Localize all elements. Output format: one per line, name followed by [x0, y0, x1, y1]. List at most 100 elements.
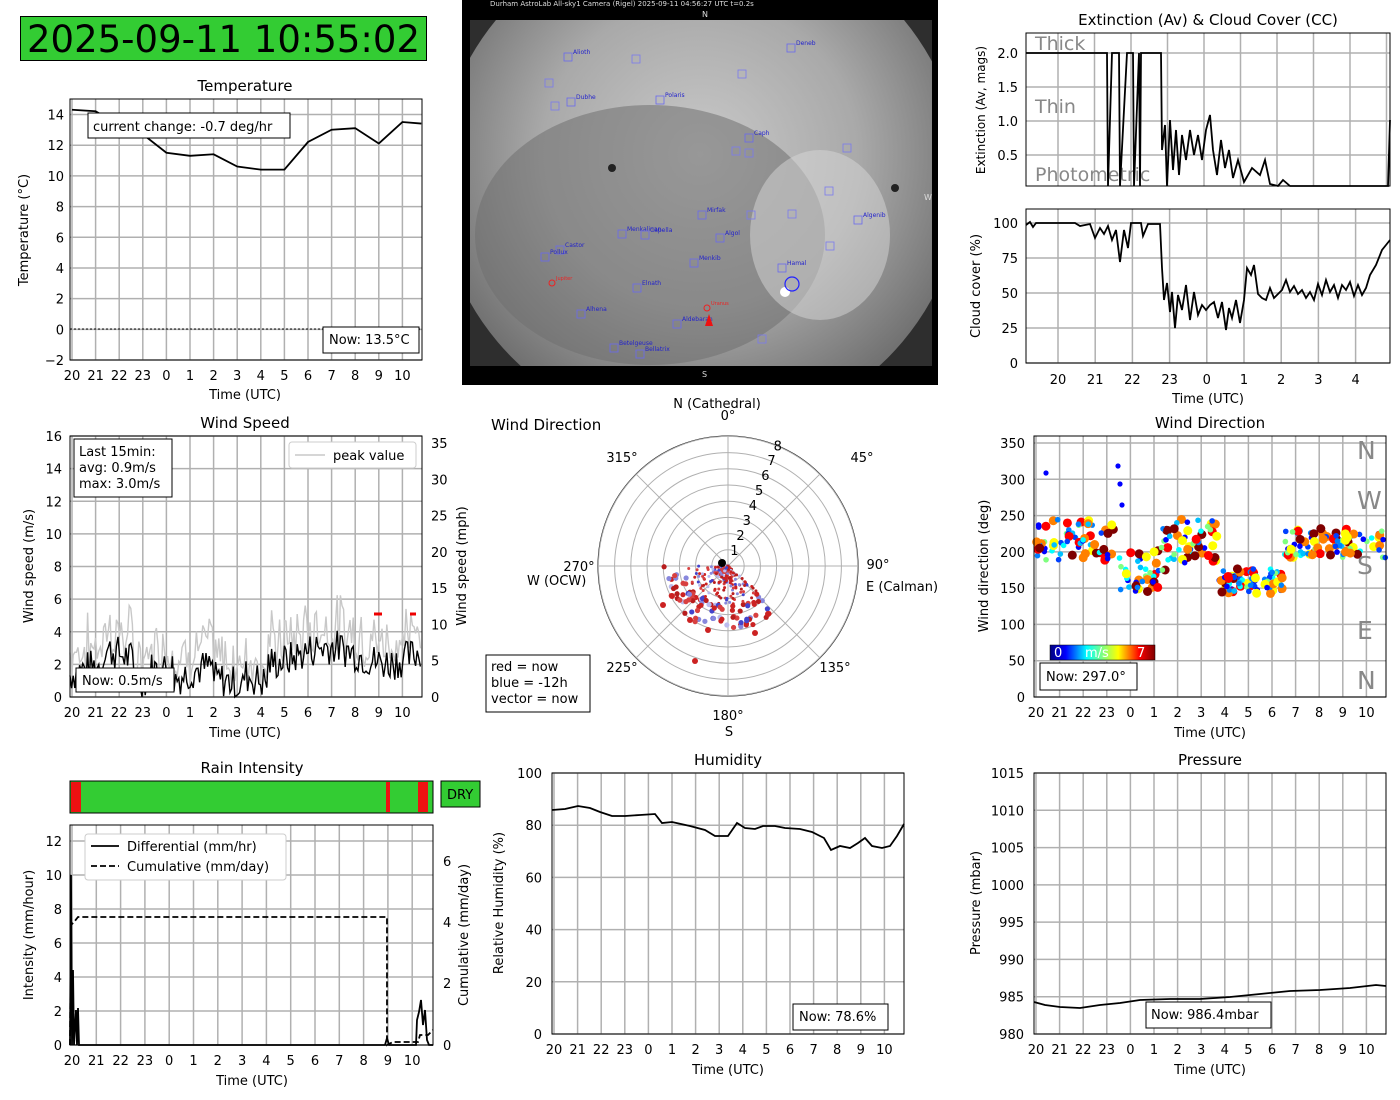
- rain-event-marker: [71, 782, 81, 812]
- polar-point: [680, 592, 686, 598]
- star-marker: [853, 215, 863, 225]
- clock-display: 2025-09-11 10:55:02: [20, 16, 427, 61]
- polar-point: [699, 586, 703, 590]
- polar-point: [710, 615, 717, 622]
- wind-speed-summary-line: max: 3.0m/s: [79, 477, 161, 492]
- polar-point: [753, 612, 759, 618]
- x-tick-label: 2: [209, 369, 217, 384]
- humidity-y-ticks: 100 80 60 40 20 0: [517, 767, 542, 1043]
- polar-point: [698, 583, 702, 587]
- wind-direction-point: [1176, 546, 1182, 553]
- y-tick-label: 0: [56, 323, 64, 338]
- wind-direction-point: [1217, 587, 1227, 597]
- y-tick-label: 0: [54, 691, 62, 706]
- x-tick-label: 6: [311, 1054, 319, 1069]
- wind-direction-point: [1104, 551, 1111, 558]
- wind-direction-point: [1080, 549, 1090, 559]
- extinction-ylabel: Extinction (Av, mags): [974, 46, 988, 174]
- wind-direction-point: [1134, 549, 1144, 559]
- wind-direction-point: [1203, 551, 1213, 561]
- polar-point: [666, 575, 672, 582]
- compass-label: N: [1357, 666, 1376, 695]
- polar-ring-label: 2: [736, 529, 744, 544]
- star-label: Alioth: [573, 49, 590, 56]
- star-label: Algenib: [863, 212, 886, 219]
- x-tick-label: 3: [1197, 1043, 1205, 1058]
- x-tick-label: 3: [233, 706, 241, 721]
- polar-point: [728, 600, 732, 604]
- wind-speed-series-line: [69, 630, 422, 699]
- wind-direction-point: [1149, 547, 1159, 557]
- humidity-ylabel: Relative Humidity (%): [492, 832, 507, 974]
- wind-speed-summary-line: avg: 0.9m/s: [79, 461, 156, 476]
- polar-point: [724, 622, 730, 628]
- x-tick-label: 10: [404, 1054, 421, 1069]
- y-tick-label: 2.0: [997, 47, 1018, 62]
- cloud-ylabel: Cloud cover (%): [969, 234, 984, 338]
- wind-direction-point: [1035, 522, 1042, 528]
- wind-direction-point: [1194, 542, 1204, 552]
- pressure-series-line: [1033, 984, 1387, 1009]
- star-marker: [697, 210, 707, 220]
- polar-point: [707, 574, 711, 578]
- polar-point: [737, 608, 743, 614]
- wind-direction-point: [1247, 582, 1254, 589]
- wind-direction-point: [1340, 529, 1350, 539]
- x-tick-label: 3: [1314, 373, 1322, 388]
- wind-direction-point: [1153, 582, 1163, 592]
- humidity-x-ticks: 20 21 22 23 0 1 2 3 4 5 6 7 8 9 10: [546, 1043, 893, 1058]
- polar-ring-label: 8: [774, 439, 782, 454]
- x-tick-label: 8: [351, 369, 359, 384]
- wind-direction-point: [1134, 584, 1141, 591]
- wind-direction-point: [1075, 521, 1082, 527]
- star-marker: [540, 252, 550, 262]
- y-tick-label: 6: [56, 231, 64, 246]
- polar-point: [725, 566, 729, 570]
- star-marker: [737, 69, 747, 79]
- y-tick-label: 12: [45, 495, 62, 510]
- y-tick-label: 4: [54, 626, 62, 641]
- wind-speed-legend: [288, 441, 417, 469]
- wind-direction-point: [1183, 544, 1193, 554]
- polar-point: [696, 580, 700, 584]
- polar-point: [683, 575, 689, 581]
- polar-point: [741, 593, 745, 597]
- star-label: Alhena: [586, 306, 607, 313]
- camera-north: N: [702, 10, 708, 19]
- wind-polar-west: W (OCW): [527, 574, 586, 589]
- wind-direction-point: [1064, 531, 1074, 541]
- polar-angle-label: 45°: [850, 451, 873, 466]
- rain-legend-label: Differential (mm/hr): [127, 840, 257, 855]
- wind-direction-point: [1184, 519, 1191, 525]
- star-label: Algol: [725, 230, 740, 237]
- wind-polar-vector: [718, 559, 726, 567]
- wind-direction-point: [1368, 535, 1375, 541]
- x-tick-label: 6: [1268, 706, 1276, 721]
- planet-label: Jupiter: [555, 276, 573, 282]
- x-tick-label: 9: [384, 1054, 392, 1069]
- wind-direction-point: [1055, 556, 1062, 563]
- temperature-now-label: Now: 13.5°C: [329, 333, 410, 348]
- wind-polar-points: [660, 564, 772, 664]
- wind-direction-point: [1151, 558, 1161, 568]
- rain-y-ticks: 12 10 8 6 4 2 0: [45, 835, 62, 1054]
- polar-point: [754, 589, 758, 593]
- wind-direction-point: [1035, 543, 1045, 553]
- y-tick-label: 0: [1017, 691, 1025, 706]
- star-marker: [576, 309, 586, 319]
- x-tick-label: 6: [1268, 1043, 1276, 1058]
- wind-direction-point: [1099, 544, 1109, 554]
- y-tick-label: 1015: [991, 767, 1024, 782]
- x-tick-label: 10: [1358, 1043, 1375, 1058]
- wind-speed-summary-box: [73, 438, 173, 498]
- y-tick-label: 1.0: [997, 115, 1018, 130]
- x-tick-label: 1: [1150, 1043, 1158, 1058]
- x-tick-label: 6: [786, 1043, 794, 1058]
- wind-direction-point: [1269, 569, 1275, 576]
- polar-point: [740, 576, 744, 580]
- wind-direction-point: [1171, 556, 1177, 563]
- polar-point: [689, 609, 695, 615]
- x-tick-label: 4: [739, 1043, 747, 1058]
